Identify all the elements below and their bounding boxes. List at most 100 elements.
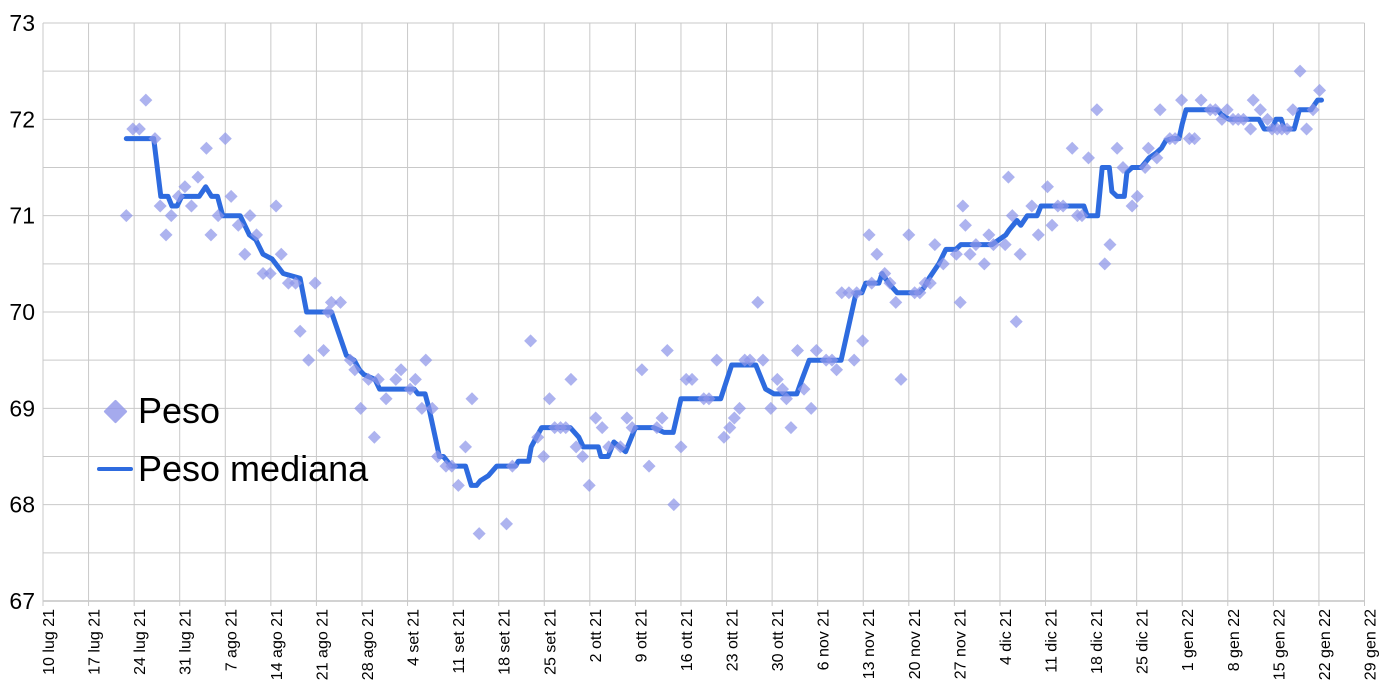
scatter-point [367, 430, 381, 444]
scatter-point [660, 344, 674, 358]
scatter-point [809, 344, 823, 358]
x-axis-label: 1 gen 22 [1180, 609, 1197, 671]
x-axis-label: 25 set 21 [542, 609, 559, 675]
scatter-point [403, 382, 417, 396]
scatter-point [589, 411, 603, 425]
scatter-point [531, 430, 545, 444]
scatter-point [576, 450, 590, 463]
scatter-point [1116, 161, 1130, 174]
scatter-point [1040, 180, 1054, 194]
scatter-point [415, 401, 429, 415]
scatter-point [958, 218, 972, 232]
scatter-point [371, 372, 385, 386]
y-axis-label: 73 [9, 10, 35, 36]
scatter-point [343, 353, 357, 367]
scatter-point [613, 440, 627, 454]
x-axis-label: 20 nov 21 [907, 609, 924, 679]
scatter-point [250, 228, 264, 242]
x-axis-label: 27 nov 21 [952, 609, 969, 679]
x-axis-label: 13 nov 21 [861, 609, 878, 679]
scatter-point [1150, 151, 1164, 165]
scatter-point [751, 295, 765, 309]
scatter-point [870, 247, 884, 261]
scatter-point [184, 199, 198, 213]
legend-item-peso: Peso [95, 385, 368, 437]
scatter-point [211, 209, 225, 223]
scatter-point [830, 363, 844, 377]
scatter-point [1244, 122, 1258, 136]
scatter-point [308, 276, 322, 290]
scatter-point [956, 199, 970, 213]
scatter-point [889, 295, 903, 309]
scatter-point [1009, 315, 1023, 329]
scatter-point [500, 517, 514, 531]
scatter-point [1098, 257, 1112, 271]
x-axis-label: 22 gen 22 [1317, 609, 1334, 680]
scatter-point [430, 450, 444, 463]
scatter-point [655, 411, 669, 425]
scatter-point [269, 199, 283, 213]
scatter-point [674, 440, 688, 454]
scatter-point [289, 276, 303, 290]
scatter-point [582, 478, 596, 492]
x-axis-label: 16 ott 21 [679, 609, 696, 671]
scatter-point [790, 344, 804, 358]
scatter-point [451, 478, 465, 492]
scatter-point [797, 382, 811, 396]
x-axis-label: 4 dic 21 [998, 609, 1015, 665]
scatter-point [1130, 189, 1144, 203]
scatter-point [977, 257, 991, 271]
scatter-point [702, 392, 716, 406]
scatter-point [361, 372, 375, 386]
scatter-point [1215, 112, 1229, 126]
scatter-point [408, 372, 422, 386]
scatter-point [1261, 112, 1275, 126]
scatter-point [862, 228, 876, 242]
scatter-point [1246, 93, 1260, 107]
scatter-point [625, 421, 639, 435]
y-axis-label: 68 [9, 492, 35, 518]
scatter-point [650, 421, 664, 435]
scatter-point [1025, 199, 1039, 213]
scatter-point [1175, 93, 1189, 107]
x-axis-label: 23 ott 21 [725, 609, 742, 671]
legend-label-peso: Peso [138, 390, 221, 431]
x-axis-label: 25 dic 21 [1135, 609, 1152, 674]
y-axis-label: 72 [9, 106, 35, 132]
scatter-point [1236, 112, 1250, 126]
scatter-point [710, 353, 724, 367]
scatter-point [923, 276, 937, 290]
scatter-point [243, 209, 257, 223]
scatter-point [1005, 209, 1019, 223]
scatter-point [394, 363, 408, 377]
scatter-point [936, 257, 950, 271]
scatter-point [850, 286, 864, 300]
scatter-point [204, 228, 218, 242]
scatter-point [776, 382, 790, 396]
scatter-point [856, 334, 870, 348]
scatter-point [723, 421, 737, 435]
scatter-point [1081, 151, 1095, 165]
scatter-point [1110, 141, 1124, 155]
scatter-point [928, 238, 942, 252]
scatter-point [635, 363, 649, 377]
scatter-point [425, 401, 439, 415]
scatter-point [602, 440, 616, 454]
x-axis-label: 18 dic 21 [1089, 609, 1106, 674]
scatter-point [1001, 170, 1015, 184]
scatter-point [953, 295, 967, 309]
scatter-point [263, 266, 277, 280]
scatter-point [770, 372, 784, 386]
scatter-point [1056, 199, 1070, 213]
scatter-point [119, 209, 133, 223]
scatter-point [178, 180, 192, 194]
scatter-point [949, 247, 963, 261]
scatter-point [743, 353, 757, 367]
scatter-point [842, 286, 856, 300]
x-axis-label: 10 lug 21 [41, 609, 58, 675]
scatter-point [171, 189, 185, 203]
line-marker-icon [95, 467, 135, 471]
scatter-point [537, 450, 551, 463]
x-axis-label: 2 ott 21 [588, 609, 605, 662]
